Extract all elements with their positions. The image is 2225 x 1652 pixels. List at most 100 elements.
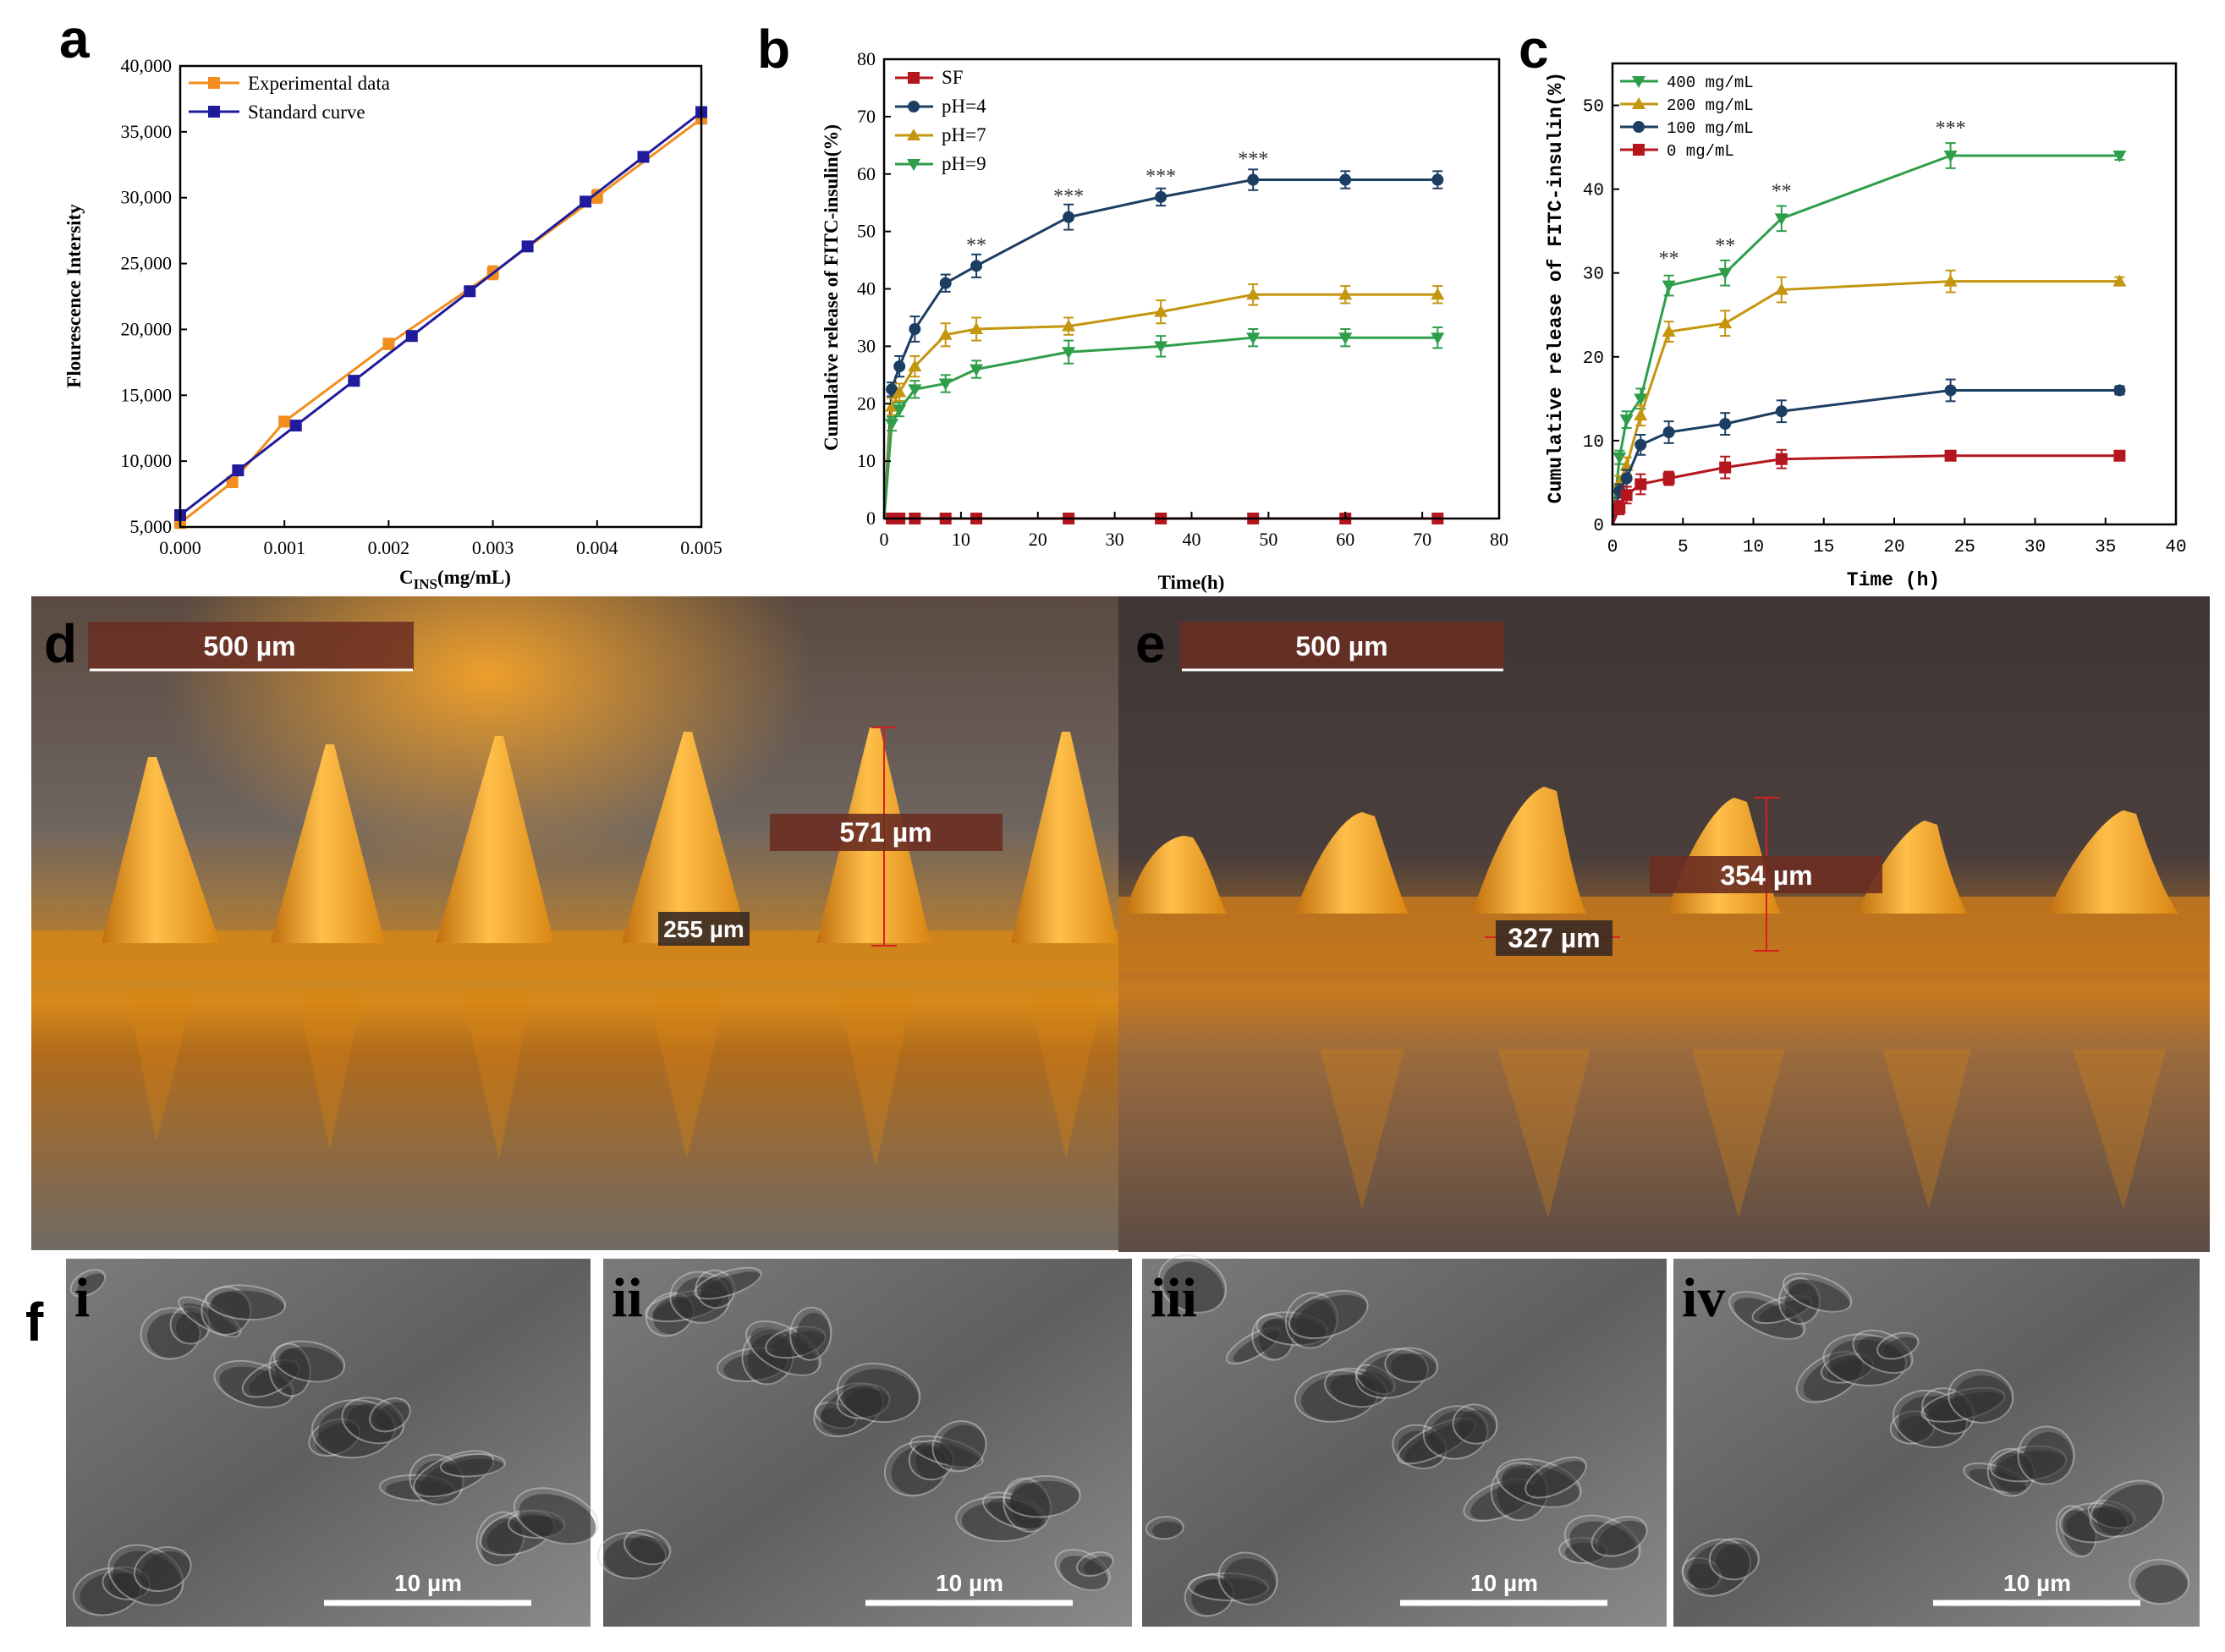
legend-a-label-0: Experimental data bbox=[248, 73, 390, 94]
chart-c-legend: 400 mg/mL 200 mg/mL 100 mg/mL 0 mg/mL bbox=[1620, 74, 1754, 161]
legend-a-marker-0 bbox=[208, 77, 220, 89]
chart-b-point-3-4 bbox=[938, 378, 953, 391]
chart-b-point-2-6 bbox=[1062, 319, 1076, 332]
chart-b-annotation-1: *** bbox=[1053, 186, 1084, 208]
sem-pore-iii-22 bbox=[1152, 1521, 1183, 1539]
sem-wall-ii-20 bbox=[836, 1362, 921, 1424]
chart-b: *********** 0 10 20 30 40 50 60 70 8001020304050… bbox=[821, 48, 1508, 593]
legend-a-label-1: Standard curve bbox=[248, 102, 365, 123]
chart-a-ylabel: Flourescence Intersity bbox=[63, 204, 85, 388]
sem-pore-iii-20 bbox=[1459, 1409, 1496, 1445]
legend-a-marker-1 bbox=[208, 106, 220, 118]
chart-b-legend-label-0: SF bbox=[942, 67, 964, 88]
height-label-e: 354 µm bbox=[1720, 860, 1812, 891]
sem-wall-i-24 bbox=[133, 1546, 192, 1593]
chart-a-point-0-2 bbox=[278, 415, 291, 428]
chart-b-xtick-label-1: 10 bbox=[952, 529, 970, 550]
sem-pore-ii-24 bbox=[700, 1271, 761, 1298]
sem-wall-ii-25 bbox=[789, 1306, 832, 1361]
needle-e-5 bbox=[1857, 821, 1967, 914]
chart-c-point-1-6 bbox=[1774, 283, 1788, 295]
sem-wall-iii-16 bbox=[1590, 1516, 1648, 1557]
chart-b-legend-marker-2 bbox=[906, 128, 921, 140]
chart-b-legend-marker-3 bbox=[906, 159, 921, 172]
chart-c-point-1-4 bbox=[1662, 325, 1676, 338]
sem-wall-iv-21 bbox=[2089, 1479, 2165, 1538]
sem-wall-iv-4 bbox=[2129, 1558, 2190, 1605]
chart-a-point-0-1 bbox=[226, 476, 239, 489]
chart-a-point-1-4 bbox=[405, 330, 418, 343]
chart-b-ylabel: Cumulative release of FITC-insulin(%) bbox=[821, 124, 842, 451]
chart-c-series-line-3 bbox=[1611, 454, 2120, 525]
chart-a-xtick-label-2: 0.002 bbox=[368, 537, 410, 558]
needle-e-6 bbox=[2047, 810, 2178, 914]
chart-a-point-1-2 bbox=[289, 420, 302, 432]
chart-a-point-0-3 bbox=[382, 338, 395, 350]
chart-a-point-1-1 bbox=[232, 464, 244, 477]
sem-wall-i-16 bbox=[413, 1450, 495, 1498]
chart-a-xtick-label-1: 0.001 bbox=[263, 537, 305, 558]
scale-bar-e-bg bbox=[1180, 622, 1504, 670]
sem-label-iv: iv bbox=[1682, 1267, 1725, 1329]
chart-b-xtick-label-4: 40 bbox=[1183, 529, 1201, 550]
chart-c-point-0-1 bbox=[1612, 452, 1627, 464]
chart-b-legend-label-2: pH=7 bbox=[942, 124, 986, 145]
chart-c-xlabel: Time (h) bbox=[1847, 569, 1940, 591]
chart-c-point-0-6 bbox=[1774, 213, 1788, 226]
sem-pore-ii-23 bbox=[629, 1535, 669, 1566]
sem-wall-iii-20 bbox=[1452, 1403, 1498, 1445]
photo-d-reflection bbox=[127, 990, 1104, 1167]
chart-b-ytick-label-0: 0 bbox=[866, 508, 876, 529]
chart-c-xtick-label-8: 40 bbox=[2165, 538, 2186, 557]
reflection-e-1 bbox=[1320, 1049, 1404, 1210]
needle-d-4 bbox=[622, 732, 749, 943]
reflection-e-4 bbox=[1882, 1049, 1971, 1210]
sem-pore-iii-5 bbox=[1163, 1261, 1224, 1314]
chart-b-point-2-9 bbox=[1338, 288, 1353, 300]
chart-a-xtick-label-5: 0.005 bbox=[680, 537, 722, 558]
sem-wall-ii-21 bbox=[931, 1420, 987, 1473]
chart-b-point-1-10 bbox=[1431, 173, 1444, 186]
chart-b-point-1-7 bbox=[1155, 190, 1167, 203]
chart-b-point-1-6 bbox=[1063, 211, 1075, 223]
sem-wall-i-15 bbox=[341, 1397, 405, 1445]
chart-c-annotation-3: *** bbox=[1936, 118, 1966, 140]
chart-b-point-2-2 bbox=[893, 385, 907, 398]
chart-b-point-2-8 bbox=[1246, 288, 1261, 300]
chart-b-point-2-4 bbox=[938, 327, 953, 340]
sem-pore-i-20 bbox=[279, 1347, 343, 1382]
chart-b-legend-marker-1 bbox=[908, 101, 920, 113]
sem-pore-iv-23 bbox=[1788, 1279, 1850, 1313]
sem-wall-i-20 bbox=[273, 1340, 346, 1383]
chart-c-ytick-label-1: 10 bbox=[1583, 433, 1604, 453]
chart-b-annotation-3: *** bbox=[1238, 149, 1268, 171]
chart-b-point-3-1 bbox=[885, 419, 899, 431]
chart-b-point-2-10 bbox=[1431, 288, 1445, 300]
chart-b-point-1-1 bbox=[886, 383, 898, 396]
chart-b-point-1-5 bbox=[970, 260, 983, 272]
panel-label-c: c bbox=[1519, 19, 1549, 80]
width-label-e: 327 µm bbox=[1508, 923, 1600, 953]
chart-b-legend: SF pH=4 pH=7 pH=9 bbox=[895, 67, 986, 174]
chart-b-point-3-2 bbox=[893, 404, 907, 417]
chart-c-series-line-0 bbox=[1611, 154, 2120, 525]
photo-e-reflection bbox=[1320, 1049, 2166, 1218]
chart-c-point-3-5 bbox=[1719, 461, 1732, 474]
chart-b-ytick-label-7: 70 bbox=[857, 106, 876, 127]
chart-a-point-1-7 bbox=[580, 195, 592, 208]
chart-c-point-3-3 bbox=[1634, 478, 1647, 491]
chart-c-ytick-label-3: 30 bbox=[1583, 266, 1604, 285]
chart-b-series-line-3 bbox=[882, 336, 1438, 519]
sem-wall-ii-22 bbox=[1003, 1475, 1081, 1518]
chart-c-point-1-8 bbox=[2112, 274, 2127, 287]
chart-b-point-2-3 bbox=[908, 359, 922, 372]
chart-a-ytick-label-7: 40,000 bbox=[121, 55, 173, 76]
sem-wall-iv-5 bbox=[1728, 1291, 1805, 1340]
sem-pore-i-21 bbox=[376, 1402, 410, 1430]
chart-c-xtick-label-2: 10 bbox=[1743, 538, 1764, 557]
needle-d-2 bbox=[271, 744, 385, 943]
chart-a-ytick-label-1: 10,000 bbox=[121, 450, 173, 471]
sem-pore-iii-16 bbox=[1598, 1520, 1647, 1556]
